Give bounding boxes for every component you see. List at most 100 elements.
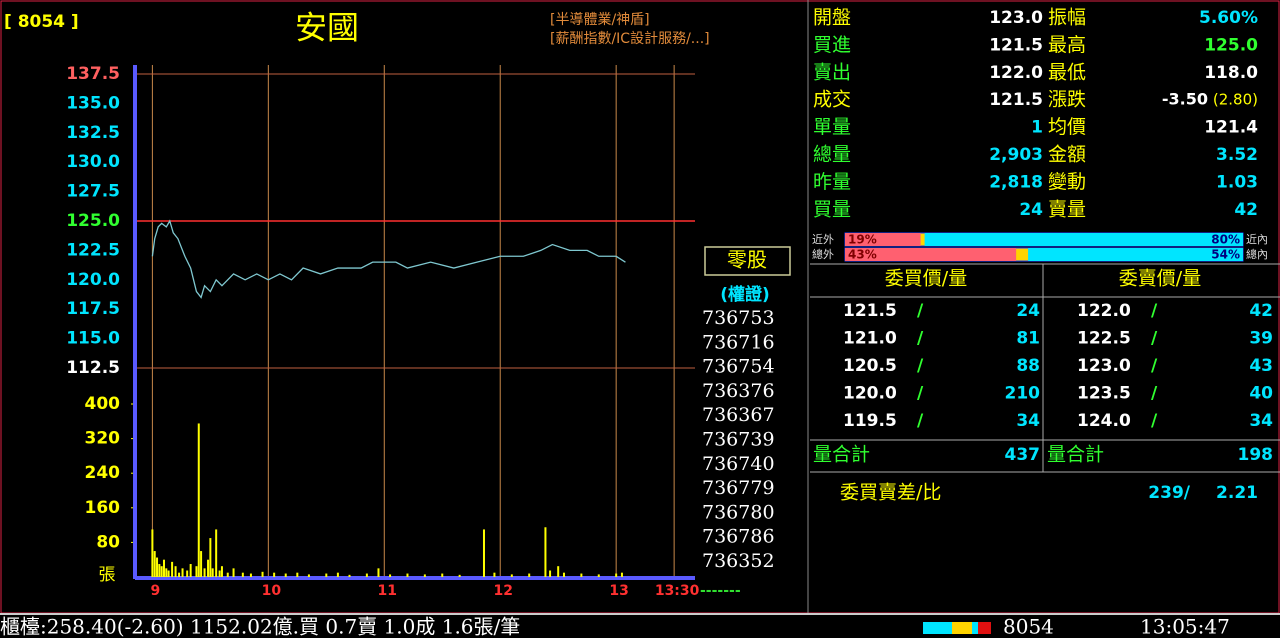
tag: [薪酬指數/IC設計服務/...] (550, 31, 710, 47)
quote-value: 3.52 (1216, 145, 1258, 165)
volume-bar (261, 571, 264, 577)
volume-bar (153, 551, 156, 577)
volume-bar (493, 572, 496, 577)
volume-bar (165, 568, 168, 577)
y-tick-label: 112.5 (66, 358, 120, 378)
quote-label: 賣出 (813, 61, 851, 83)
volume-bar (203, 568, 206, 577)
volume-bar (162, 559, 165, 577)
quote-label: 最低 (1048, 61, 1086, 83)
volume-bar (273, 572, 276, 577)
volume-bar (406, 573, 409, 577)
volume-bar (296, 572, 299, 577)
volume-bar (482, 529, 485, 577)
status-bar (978, 622, 991, 634)
y-tick-label: 240 (85, 463, 121, 483)
quote-label: 成交 (813, 89, 851, 111)
y-tick-label: 137.5 (66, 64, 120, 84)
quote-value: 121.4 (1204, 118, 1258, 138)
x-tick-label: 9 (151, 583, 161, 599)
total-value: 437 (1005, 445, 1041, 465)
book-sep: / (1151, 356, 1158, 376)
volume-bar (549, 570, 552, 577)
x-tick-label: 13:30 (655, 583, 700, 599)
ratio-label: 總外 (812, 247, 834, 261)
quote-value: 1.03 (1216, 172, 1258, 192)
y-tick-label: 80 (96, 532, 120, 552)
volume-bar (226, 572, 229, 577)
book-volume: 34 (1249, 411, 1273, 431)
quote-label: 昨量 (813, 171, 851, 193)
ratio-bar (1028, 248, 1243, 261)
volume-bar (151, 529, 154, 577)
volume-bar (389, 574, 392, 577)
quote-label: 金額 (1048, 144, 1086, 166)
odd-lot-subtitle: (權證) (720, 284, 770, 305)
quote-value: 118.0 (1204, 63, 1258, 83)
warrant-code: 736779 (702, 477, 775, 499)
x-tick-label: 12 (493, 583, 512, 599)
volume-bar (158, 564, 161, 577)
y-tick-label: 125.0 (66, 211, 120, 231)
volume-bar (365, 573, 368, 577)
warrant-code: 736780 (702, 501, 775, 523)
volume-bar (178, 572, 181, 577)
book-price: 122.5 (1077, 329, 1131, 349)
total-value: 198 (1238, 445, 1274, 465)
quote-label: 買量 (813, 198, 851, 220)
odd-lot-box (704, 246, 791, 276)
volume-bar (186, 570, 189, 577)
book-volume: 40 (1249, 384, 1273, 404)
book-header: 委買價/量 (885, 268, 967, 290)
volume-bar (207, 559, 210, 577)
status-ticker: 櫃檯:258.40(-2.60) 1152.02億.買 0.7賣 1.0成 1.… (0, 615, 520, 638)
status-time: 13:05:47 (1140, 615, 1230, 638)
volume-bar (510, 574, 513, 577)
book-volume: 81 (1016, 329, 1040, 349)
ratio-value: 54% (1211, 248, 1240, 262)
volume-bar (211, 568, 214, 577)
volume-bar (597, 574, 600, 577)
volume-bar (197, 423, 200, 577)
y-tick-label: 132.5 (66, 123, 120, 143)
volume-bar (167, 570, 170, 577)
spread-ratio: 2.21 (1216, 483, 1258, 503)
quote-value: -3.50 (1162, 90, 1208, 109)
odd-lot-dashes: ------- (700, 583, 741, 599)
quote-label: 總量 (813, 144, 851, 166)
tag: [半導體業/神盾] (550, 12, 650, 28)
y-tick-label: 115.0 (66, 329, 120, 349)
book-price: 124.0 (1077, 411, 1131, 431)
book-price: 121.5 (843, 301, 897, 321)
book-volume: 43 (1249, 356, 1273, 376)
ratio-value: 80% (1211, 233, 1240, 247)
volume-bar (195, 566, 198, 577)
warrant-code: 736376 (702, 380, 775, 402)
ratio-bar (845, 248, 1017, 261)
x-tick-label: 11 (378, 583, 397, 599)
volume-bar (377, 568, 380, 577)
volume-bar (156, 557, 159, 577)
quote-label: 單量 (813, 116, 851, 138)
book-volume: 39 (1249, 329, 1273, 349)
y-tick-label: 160 (85, 498, 121, 518)
warrant-code: 736367 (702, 404, 775, 426)
volume-bar (249, 573, 252, 577)
quote-value: 2,818 (989, 172, 1043, 192)
volume-bar (528, 573, 531, 577)
volume-bar (336, 572, 339, 577)
volume-bar (232, 568, 235, 577)
volume-bar (615, 573, 618, 577)
volume-bar (181, 568, 184, 577)
book-sep: / (1151, 384, 1158, 404)
spread-value: 239/ (1148, 483, 1190, 503)
volume-bar (620, 572, 623, 577)
volume-bar (174, 566, 177, 577)
volume-bar (544, 527, 547, 577)
quote-value: 1 (1031, 118, 1043, 138)
y-tick-label: 135.0 (66, 93, 120, 113)
ratio-label: 總內 (1246, 247, 1268, 261)
